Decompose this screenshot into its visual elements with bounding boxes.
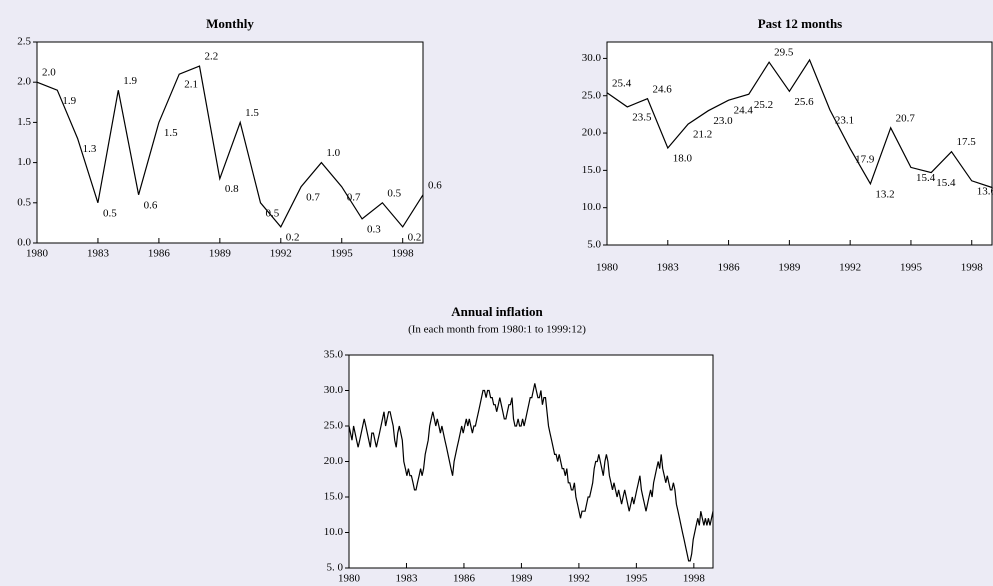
y-tick-label: 5. 0	[327, 562, 344, 574]
y-tick-label: 35.0	[324, 349, 344, 361]
data-label: 23.0	[713, 115, 733, 127]
data-label: 0.5	[265, 207, 279, 219]
x-tick-label: 1986	[718, 262, 741, 274]
data-label: 1.0	[326, 147, 340, 159]
y-tick-label: 5.0	[587, 239, 601, 251]
chart-title: Monthly	[206, 16, 254, 31]
data-label: 0.8	[225, 183, 239, 195]
x-tick-label: 1983	[395, 573, 418, 585]
x-tick-label: 1989	[209, 248, 232, 260]
x-tick-label: 1998	[961, 262, 984, 274]
series-line	[36, 65, 424, 228]
x-tick-label: 1998	[683, 573, 706, 585]
data-label: 25.4	[612, 77, 632, 89]
data-label: 1.9	[62, 95, 76, 107]
x-tick-label: 1989	[510, 573, 533, 585]
data-label: 0.3	[367, 223, 381, 235]
plot-area	[606, 41, 993, 246]
data-label: 0.6	[428, 179, 442, 191]
data-label: 2.0	[42, 67, 56, 79]
x-tick-label: 1986	[148, 248, 171, 260]
series-line	[606, 58, 993, 189]
x-tick-label: 1992	[839, 262, 861, 274]
y-tick-label: 1.5	[17, 116, 31, 128]
data-label: 0.5	[103, 207, 117, 219]
y-tick-label: 0.0	[17, 237, 31, 249]
y-tick-label: 1.0	[17, 156, 31, 168]
chart-title: Past 12 months	[758, 16, 843, 31]
x-tick-label: 1983	[87, 248, 110, 260]
data-label: 1.5	[164, 127, 178, 139]
chart-title: Annual inflation	[451, 304, 543, 319]
data-label: 18.0	[673, 153, 693, 165]
x-tick-label: 1986	[453, 573, 476, 585]
x-tick-label: 1995	[331, 248, 354, 260]
data-label: 2.2	[205, 51, 219, 63]
y-tick-label: 25.0	[324, 420, 344, 432]
x-tick-label: 1995	[900, 262, 923, 274]
data-label: 2.1	[184, 79, 198, 91]
data-label: 0.2	[286, 231, 300, 243]
chart-subtitle: (In each month from 1980:1 to 1999:12)	[408, 324, 586, 336]
y-tick-label: 20.0	[582, 127, 602, 139]
plot-area	[348, 354, 714, 569]
y-tick-label: 10.0	[582, 201, 602, 213]
series-line	[348, 383, 714, 562]
y-tick-label: 20.0	[324, 455, 344, 467]
data-label: 0.2	[408, 231, 422, 243]
data-label: 1.3	[83, 143, 97, 155]
y-tick-label: 30.0	[324, 384, 344, 396]
data-label: 0.7	[306, 191, 320, 203]
x-tick-label: 1983	[657, 262, 680, 274]
y-tick-label: 15.0	[324, 491, 344, 503]
data-label: 29.5	[774, 47, 794, 59]
data-label: 20.7	[896, 112, 916, 124]
data-label: 13.2	[875, 188, 894, 200]
x-tick-label: 1995	[625, 573, 648, 585]
data-label: 17.5	[956, 136, 976, 148]
x-tick-label: 1980	[596, 262, 619, 274]
data-label: 17.9	[855, 153, 875, 165]
y-tick-label: 2.0	[17, 76, 31, 88]
data-label: 23.5	[632, 111, 652, 123]
data-label: 0.6	[144, 199, 158, 211]
data-label: 24.6	[653, 83, 673, 95]
y-tick-label: 25.0	[582, 89, 602, 101]
y-tick-label: 2.5	[17, 36, 31, 48]
x-tick-label: 1980	[26, 248, 49, 260]
data-label: 24.4	[734, 105, 754, 117]
x-tick-label: 1980	[338, 573, 361, 585]
y-tick-label: 0.5	[17, 196, 31, 208]
x-tick-label: 1989	[778, 262, 801, 274]
data-label: 25.6	[794, 96, 814, 108]
data-label: 1.5	[245, 107, 259, 119]
x-tick-label: 1992	[270, 248, 292, 260]
x-tick-label: 1992	[568, 573, 590, 585]
data-label: 25.2	[754, 99, 773, 111]
plot-area	[36, 41, 424, 244]
y-tick-label: 30.0	[582, 52, 602, 64]
y-tick-label: 10.0	[324, 526, 344, 538]
data-label: 1.9	[123, 75, 137, 87]
data-label: 23.1	[835, 114, 854, 126]
data-label: 0.7	[347, 191, 361, 203]
data-label: 15.4	[936, 177, 956, 189]
data-label: 21.2	[693, 129, 712, 141]
data-label: 0.5	[387, 187, 401, 199]
y-tick-label: 15.0	[582, 164, 602, 176]
data-label: 15.4	[916, 172, 936, 184]
data-label: 13.6	[977, 185, 993, 197]
x-tick-label: 1998	[392, 248, 415, 260]
